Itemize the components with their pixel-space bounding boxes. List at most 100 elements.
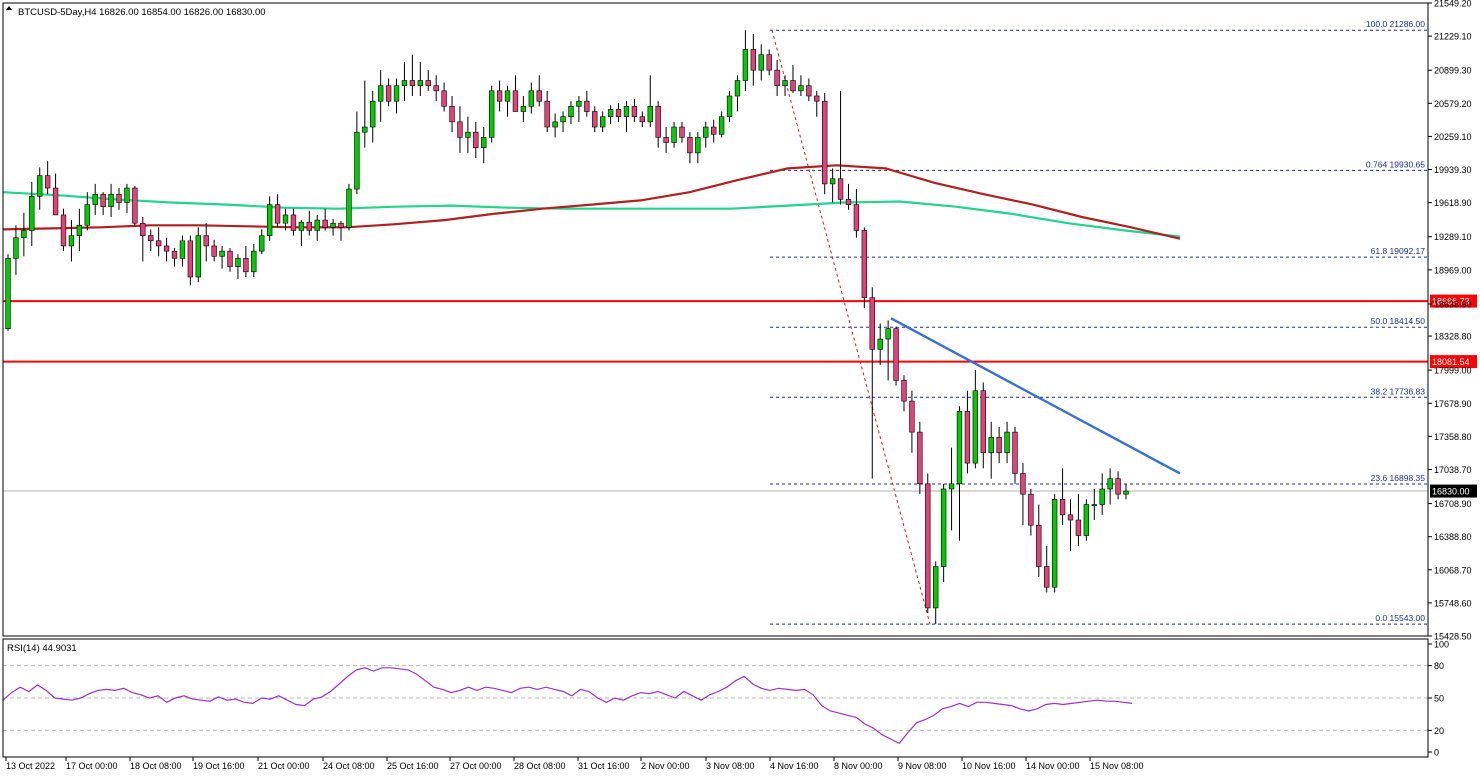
- candle-bearish: [909, 400, 915, 433]
- candle-bearish: [774, 69, 780, 86]
- candle-bullish: [758, 54, 764, 71]
- candle-bearish: [1028, 493, 1034, 526]
- candle-bullish: [1051, 499, 1058, 588]
- candle-bearish: [655, 106, 661, 138]
- candle-bullish: [520, 106, 527, 112]
- rsi-panel: 100 80 50 20 0: [2, 640, 1449, 758]
- candle-bearish: [925, 483, 931, 609]
- fib-level-label: 0.764 19930.65: [1366, 159, 1425, 169]
- current-price-badge: [1430, 484, 1477, 498]
- x-axis-tick-label: 8 Nov 00:00: [834, 761, 883, 771]
- candle-bullish: [948, 483, 955, 490]
- candle-bullish: [235, 258, 241, 267]
- rsi-header-text: RSI(14) 44.9031: [7, 643, 77, 654]
- candle-bullish: [377, 85, 384, 102]
- candle-bearish: [631, 106, 638, 117]
- x-axis-tick-label: 21 Oct 00:00: [258, 761, 310, 771]
- candle-bearish: [814, 95, 820, 102]
- fib-level-label: 23.6 16898.35: [1371, 473, 1426, 483]
- candle-bullish: [1004, 431, 1010, 454]
- candle-bearish: [790, 80, 796, 92]
- candle-bearish: [496, 90, 503, 102]
- candle-bullish: [504, 90, 511, 102]
- y-axis-tick-label: 15748.60: [1434, 598, 1472, 608]
- candle-bearish: [306, 221, 312, 231]
- candle-bullish: [607, 109, 614, 117]
- candle-bearish: [203, 235, 209, 247]
- candle-bearish: [822, 100, 828, 185]
- y-axis-tick-label: 17678.90: [1434, 399, 1472, 409]
- y-axis-tick-label: 20259.10: [1434, 132, 1472, 142]
- fibonacci-retracement[interactable]: 100.0 21286.00 0.764 19930.65 61.8 19092.1…: [770, 19, 1428, 625]
- candle-bearish: [409, 80, 416, 86]
- candle-bearish: [1044, 566, 1050, 588]
- candle-bullish: [695, 137, 701, 154]
- resistance-level-label: 18666.73: [1432, 297, 1470, 307]
- candle-bullish: [76, 224, 83, 236]
- x-axis-tick-label: 10 Nov 16:00: [962, 761, 1016, 771]
- y-axis-tick-label: 18638.90: [1434, 299, 1472, 309]
- header-dropdown-icon[interactable]: [6, 6, 12, 10]
- candle-bearish: [917, 431, 923, 485]
- candle-bullish: [600, 116, 606, 128]
- candle-bullish: [798, 85, 804, 92]
- candle-bullish: [481, 137, 487, 149]
- x-axis-tick-label: 18 Oct 08:00: [130, 761, 182, 771]
- candle-bullish: [972, 390, 979, 464]
- candle-bullish: [528, 90, 534, 107]
- candle-bullish: [68, 235, 75, 247]
- candle-bearish: [1036, 524, 1042, 567]
- x-axis-tick-label: 17 Oct 00:00: [66, 761, 118, 771]
- candle-bearish: [893, 328, 899, 381]
- candle-bullish: [576, 100, 582, 107]
- candle-bearish: [227, 250, 233, 267]
- y-axis-tick-label: 20899.30: [1434, 66, 1472, 76]
- candle-bearish: [60, 214, 67, 247]
- candle-bullish: [1107, 478, 1113, 490]
- candle-bullish: [988, 436, 994, 454]
- candle-bearish: [433, 85, 439, 92]
- candle-bearish: [155, 240, 162, 247]
- candle-bullish: [623, 106, 630, 117]
- axes-layer: 21549.20 21229.10 20899.30 20579.20 20259.10…: [5, 0, 1472, 771]
- candle-bullish: [84, 204, 90, 226]
- y-axis-tick-label: 18969.00: [1434, 265, 1472, 275]
- candle-bullish: [21, 230, 27, 238]
- trendline-layer[interactable]: [890, 317, 1181, 475]
- x-axis-tick-label: 9 Nov 08:00: [898, 761, 947, 771]
- candle-bearish: [845, 199, 852, 205]
- candle-bearish: [211, 245, 217, 257]
- fib-diagonal-line: [771, 30, 931, 625]
- rsi-axis-tick-label: 20: [1434, 726, 1444, 736]
- x-axis-tick-label: 13 Oct 2022: [6, 761, 55, 771]
- resistance-level-badge: [1430, 294, 1477, 308]
- moving-average-slow: [2, 164, 1181, 240]
- candle-bearish: [1067, 514, 1074, 521]
- y-axis-tick-label: 15428.50: [1434, 632, 1472, 642]
- candle-bullish: [742, 49, 749, 81]
- rsi-panel-frame: [2, 638, 1429, 758]
- candle-bullish: [671, 126, 677, 143]
- candle-bearish: [52, 187, 59, 216]
- candle-bearish: [687, 137, 693, 154]
- fib-level-label: 50.0 18414.50: [1371, 316, 1426, 326]
- chart-frame: [2, 2, 1429, 758]
- candle-bullish: [568, 106, 574, 117]
- candle-bullish: [933, 566, 939, 609]
- moving-averages: [2, 164, 1181, 240]
- candle-bullish: [885, 328, 891, 340]
- candle-bearish: [274, 204, 281, 224]
- x-axis-tick-label: 31 Oct 16:00: [578, 761, 630, 771]
- candle-bearish: [869, 297, 875, 350]
- horizontal-levels[interactable]: 18666.73 18081.54 16830.00: [3, 294, 1477, 498]
- candle-bullish: [13, 237, 19, 259]
- candle-bullish: [29, 196, 35, 231]
- candle-bullish: [703, 126, 709, 138]
- x-axis-tick-label: 27 Oct 00:00: [450, 761, 502, 771]
- candle-bullish: [179, 240, 186, 259]
- candle-bearish: [1020, 473, 1026, 495]
- candle-bearish: [148, 235, 154, 242]
- x-axis-tick-label: 3 Nov 08:00: [706, 761, 755, 771]
